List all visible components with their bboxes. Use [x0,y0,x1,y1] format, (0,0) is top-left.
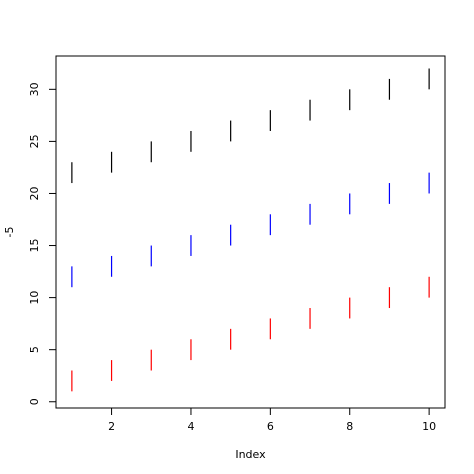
x-tick-label: 2 [108,420,115,433]
data-segments [71,68,430,392]
x-axis-title: Index [235,448,266,461]
y-axis: 0 5 10 15 20 25 30 [28,82,56,405]
y-tick-label: 25 [28,134,41,148]
y-tick-label: 5 [28,346,41,353]
y-tick-label: 10 [28,291,41,305]
x-tick-label: 10 [422,420,436,433]
y-axis-title: -5 [3,227,16,238]
y-tick-label: 0 [28,398,41,405]
x-axis: 2 4 6 8 10 [108,408,436,433]
y-tick-label: 15 [28,239,41,253]
series-1 [71,276,430,392]
series-3 [71,68,430,184]
y-tick-label: 30 [28,82,41,96]
x-tick-label: 4 [187,420,194,433]
x-tick-label: 8 [346,420,353,433]
x-tick-label: 6 [267,420,274,433]
series-2 [71,172,430,288]
y-tick-label: 20 [28,186,41,200]
plot-frame [55,55,446,409]
